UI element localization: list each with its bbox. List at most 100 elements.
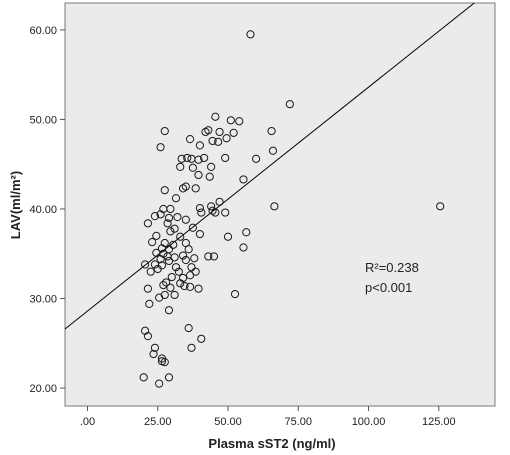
data-point [211, 112, 220, 121]
data-point [166, 283, 175, 292]
data-point [200, 153, 209, 163]
data-point [146, 267, 155, 276]
data-point [242, 228, 251, 237]
data-point [143, 284, 153, 293]
data-point [235, 117, 244, 126]
data-point [191, 184, 200, 193]
data-point [226, 116, 235, 125]
data-point [156, 143, 165, 152]
x-tick-label: 100.00 [352, 416, 386, 428]
data-point [222, 134, 231, 143]
data-point [176, 279, 185, 288]
data-point [187, 263, 196, 272]
data-point [221, 208, 230, 217]
data-point [197, 334, 206, 343]
data-point [211, 208, 220, 217]
y-tick-label: 50.00 [29, 114, 57, 126]
data-point [166, 204, 175, 214]
data-point [174, 267, 183, 276]
data-point [171, 263, 181, 272]
data-point [178, 184, 188, 193]
data-point [167, 272, 176, 282]
data-point [169, 240, 178, 249]
data-point [152, 231, 161, 240]
x-tick-label: 125.00 [422, 416, 456, 428]
x-axis-title: Plasma sST2 (ng/ml) [208, 436, 335, 451]
data-point [162, 278, 171, 287]
data-point [150, 343, 160, 352]
regression-line [64, 2, 475, 330]
data-point [207, 202, 216, 211]
data-point [159, 281, 168, 290]
x-tick-label: 25.00 [144, 416, 172, 428]
data-point [195, 229, 205, 239]
data-point [214, 137, 223, 146]
data-point [215, 127, 224, 137]
data-point [185, 271, 195, 280]
data-point [436, 202, 445, 211]
data-point [188, 163, 197, 172]
data-point [156, 255, 165, 264]
y-tick-label: 20.00 [29, 383, 57, 395]
y-axis-title: LAV(ml/m²) [8, 171, 23, 239]
y-tick-label: 30.00 [29, 294, 57, 306]
data-point [163, 219, 172, 228]
data-point [181, 255, 190, 265]
data-point [194, 284, 203, 293]
data-point [140, 260, 150, 269]
data-point [171, 194, 181, 203]
data-point [164, 213, 174, 223]
data-point [150, 212, 160, 221]
data-point [156, 210, 165, 219]
data-point [160, 358, 169, 367]
data-point [197, 208, 206, 217]
y-tick-label: 40.00 [29, 204, 57, 216]
data-point [270, 202, 279, 211]
data-point [204, 252, 213, 261]
data-point [191, 267, 200, 276]
data-point [170, 253, 179, 262]
data-point [170, 224, 179, 233]
p-value-label: p<0.001 [365, 280, 412, 295]
data-point [160, 126, 169, 136]
x-tick-label: 75.00 [285, 416, 313, 428]
data-point [183, 153, 192, 163]
data-point [252, 154, 261, 163]
data-point [148, 238, 157, 247]
data-point [185, 135, 195, 144]
data-point [184, 323, 193, 333]
data-point [239, 175, 248, 184]
data-point [178, 251, 188, 260]
data-point [267, 126, 276, 136]
data-point [185, 282, 195, 291]
data-point [176, 232, 185, 241]
data-point [285, 100, 294, 109]
data-point [173, 212, 182, 222]
data-point [160, 186, 169, 195]
data-point [170, 290, 179, 300]
data-point [164, 373, 174, 382]
data-point [155, 379, 164, 388]
data-point [143, 332, 153, 341]
data-point [145, 299, 154, 309]
data-point [194, 170, 203, 180]
data-point [153, 264, 162, 274]
data-point [180, 281, 189, 291]
data-point [239, 243, 248, 252]
data-point [207, 162, 216, 171]
data-point [195, 203, 205, 213]
data-point [176, 162, 185, 171]
data-point [155, 293, 164, 302]
data-point [194, 155, 203, 164]
data-point [201, 127, 210, 137]
data-point [164, 306, 174, 315]
data-point [205, 172, 214, 181]
data-point [190, 254, 199, 263]
data-point [230, 289, 240, 299]
data-point [164, 256, 174, 266]
data-point [195, 141, 205, 150]
data-point [149, 349, 158, 359]
data-point [166, 227, 175, 236]
data-point [221, 153, 230, 163]
